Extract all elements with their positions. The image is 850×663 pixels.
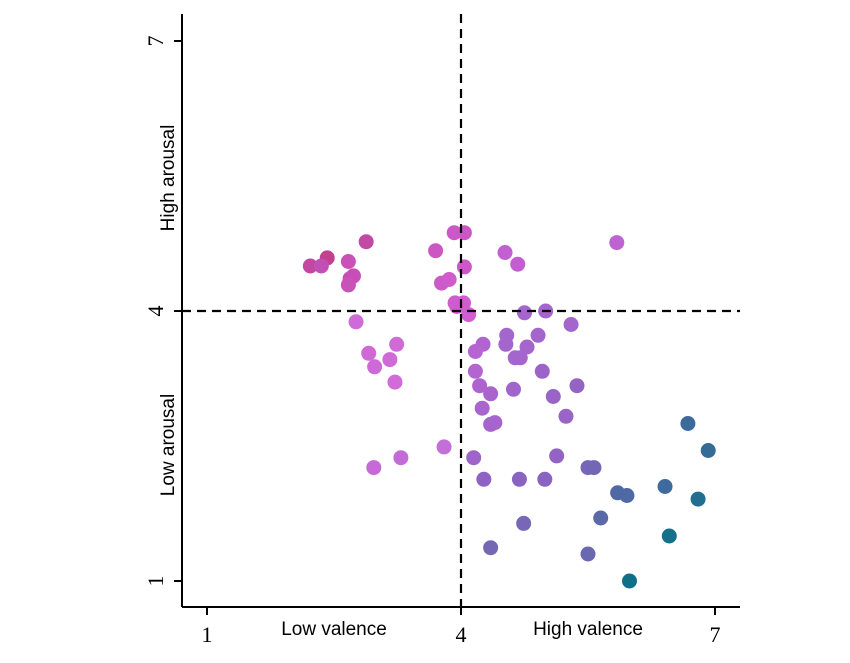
data-point bbox=[657, 479, 673, 494]
points-layer bbox=[302, 225, 716, 589]
data-point bbox=[519, 339, 535, 355]
data-point bbox=[609, 235, 625, 251]
x-tick-label: 1 bbox=[202, 622, 213, 647]
data-point bbox=[456, 259, 472, 275]
data-point bbox=[476, 471, 492, 487]
data-point bbox=[497, 245, 513, 260]
data-point bbox=[545, 389, 561, 404]
data-point bbox=[361, 345, 377, 361]
data-point bbox=[558, 408, 574, 424]
data-point bbox=[498, 336, 514, 352]
data-point bbox=[467, 344, 483, 359]
data-point bbox=[393, 450, 409, 466]
data-point bbox=[382, 352, 398, 368]
data-point bbox=[700, 443, 716, 458]
data-point bbox=[661, 528, 677, 544]
data-point bbox=[366, 460, 382, 476]
data-point bbox=[441, 272, 457, 287]
data-point bbox=[302, 258, 318, 274]
data-point bbox=[511, 471, 527, 487]
data-point bbox=[569, 378, 585, 394]
data-point bbox=[534, 363, 550, 379]
x-tick-label: 7 bbox=[710, 622, 721, 647]
data-point bbox=[487, 415, 503, 431]
data-point bbox=[389, 336, 405, 352]
data-point bbox=[517, 305, 532, 321]
data-point bbox=[549, 448, 565, 464]
data-point bbox=[358, 234, 374, 250]
data-point bbox=[619, 488, 635, 503]
data-point bbox=[466, 450, 482, 466]
data-point bbox=[461, 307, 477, 323]
y-ticks: 1 4 7 bbox=[143, 36, 182, 587]
data-point bbox=[467, 363, 483, 379]
x-ticks: 1 4 7 bbox=[202, 607, 721, 647]
data-point bbox=[593, 510, 609, 526]
y-label-low: Low arousal bbox=[158, 394, 179, 496]
data-point bbox=[313, 258, 329, 274]
data-point bbox=[537, 471, 553, 487]
y-tick-label: 7 bbox=[143, 36, 168, 47]
data-point bbox=[530, 327, 546, 343]
data-point bbox=[563, 317, 579, 332]
y-tick-label: 4 bbox=[143, 306, 168, 317]
data-point bbox=[586, 460, 602, 476]
data-point bbox=[690, 491, 706, 507]
y-label-high: High arousal bbox=[158, 125, 179, 232]
data-point bbox=[516, 515, 532, 531]
data-point bbox=[436, 439, 452, 455]
data-point bbox=[367, 359, 383, 375]
data-point bbox=[456, 225, 472, 241]
data-point bbox=[621, 573, 637, 589]
data-point bbox=[483, 386, 499, 402]
data-point bbox=[505, 381, 521, 397]
data-point bbox=[340, 254, 356, 269]
x-tick-label: 4 bbox=[456, 622, 467, 647]
data-point bbox=[340, 277, 356, 293]
data-point bbox=[474, 400, 490, 416]
y-tick-label: 1 bbox=[143, 576, 168, 587]
x-label-high: High valence bbox=[533, 619, 643, 640]
data-point bbox=[428, 243, 444, 259]
data-point bbox=[472, 378, 488, 394]
data-point bbox=[510, 256, 526, 272]
data-point bbox=[348, 314, 364, 330]
x-label-low: Low valence bbox=[281, 619, 387, 640]
data-point bbox=[680, 416, 696, 431]
data-point bbox=[580, 546, 596, 562]
data-point bbox=[483, 540, 499, 556]
data-point bbox=[387, 374, 403, 390]
data-point bbox=[512, 350, 528, 366]
